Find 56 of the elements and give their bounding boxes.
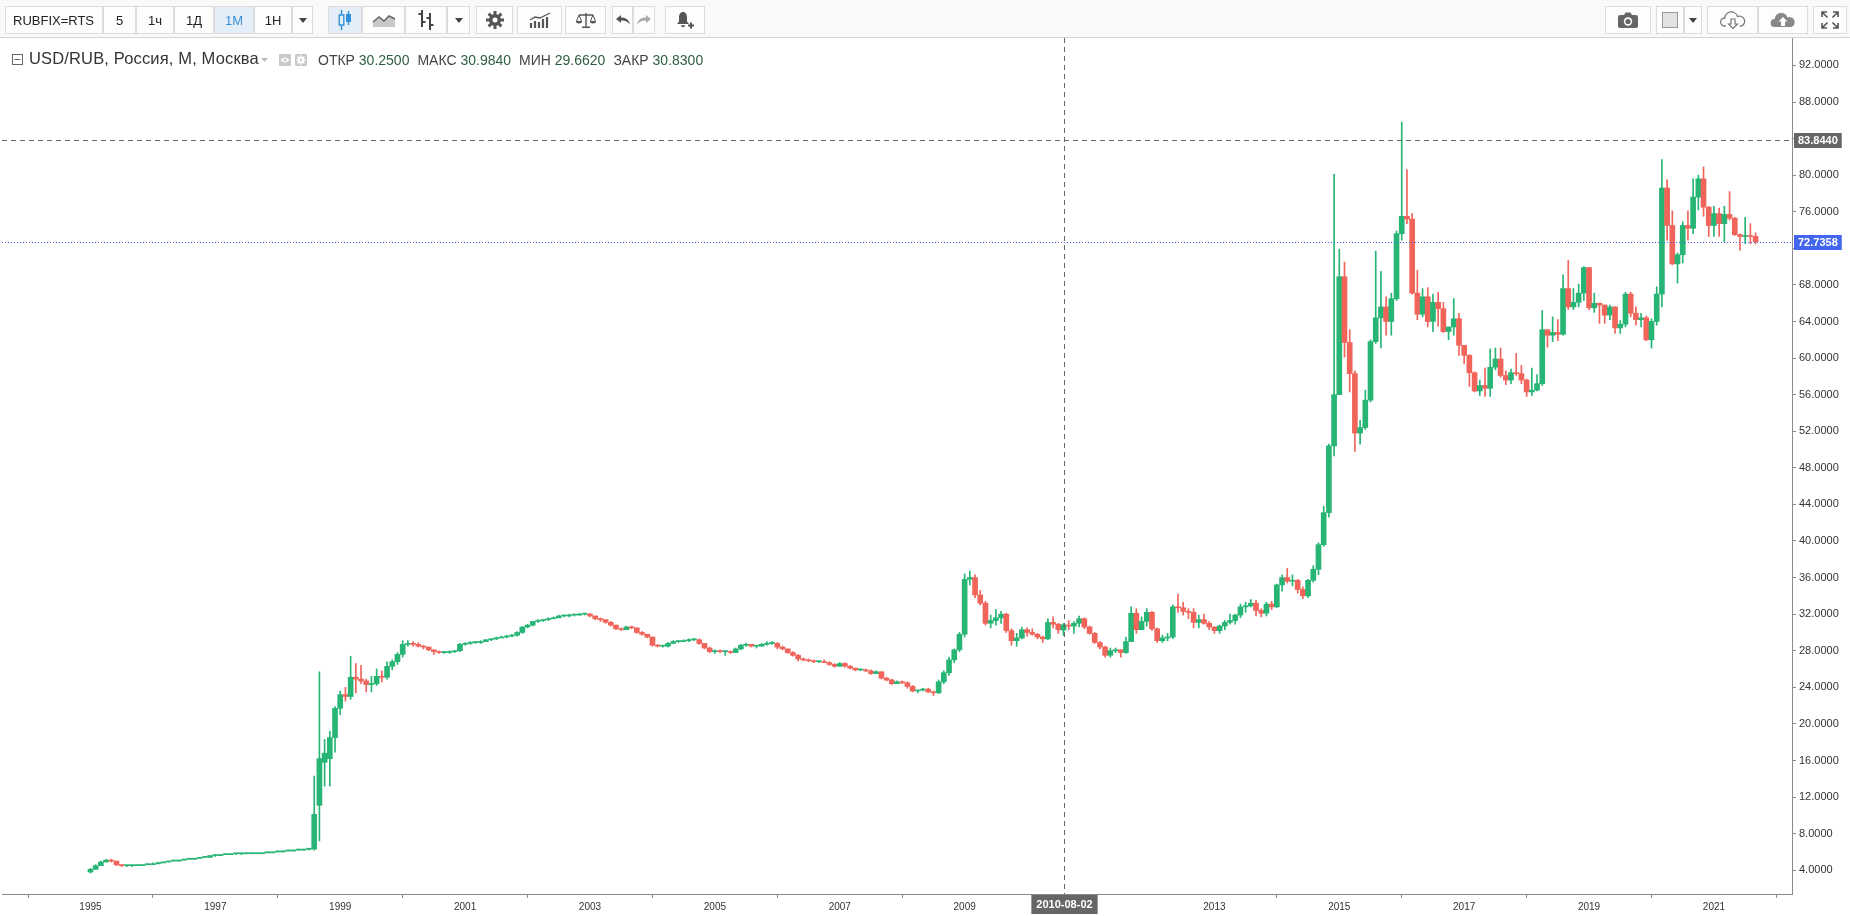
- text: 1Н: [264, 12, 282, 28]
- candlestick: [379, 670, 385, 683]
- y-tick-label: 60.0000: [1799, 351, 1839, 364]
- ref-line-label: 72.7358: [1798, 236, 1838, 249]
- y-tick-label: 52.0000: [1799, 424, 1839, 437]
- y-tick-label: 40.0000: [1799, 534, 1839, 547]
- y-tick-label: 92.0000: [1799, 58, 1839, 71]
- y-tick-label: 4.0000: [1799, 863, 1833, 876]
- candlestick: [1555, 319, 1561, 342]
- y-tick-label: 16.0000: [1799, 753, 1839, 766]
- text: 1М: [224, 12, 244, 28]
- y-tick-label: 12.0000: [1799, 790, 1839, 803]
- x-tick-label: 2005: [703, 900, 727, 912]
- ref-line-label: 2010-08-02: [1036, 898, 1093, 911]
- annotation: ЗАКР 30.8300: [613, 52, 704, 68]
- y-tick-label: 80.0000: [1799, 168, 1839, 181]
- candlestick: [1685, 210, 1691, 241]
- x-tick-label: 2009: [953, 900, 977, 912]
- y-tick-label: 68.0000: [1799, 277, 1839, 290]
- x-tick-label: 1999: [329, 900, 352, 912]
- candlestick: [1513, 353, 1520, 376]
- text: RUBFIX=RTS: [13, 12, 95, 28]
- y-tick-label: 32.0000: [1799, 607, 1839, 620]
- x-tick-label: 2003: [578, 900, 602, 912]
- y-tick-label: 36.0000: [1799, 570, 1839, 583]
- text: 5: [115, 12, 124, 28]
- y-tick-label: 56.0000: [1799, 387, 1839, 400]
- text: 1Д: [185, 12, 203, 28]
- x-tick-label: 2019: [1577, 900, 1601, 912]
- annotation: ОТКР 30.2500: [318, 52, 410, 68]
- x-tick-label: 2015: [1328, 900, 1351, 912]
- y-tick-label: 8.0000: [1799, 826, 1833, 839]
- candlestick: [1450, 298, 1457, 336]
- x-tick-label: 2007: [828, 900, 852, 912]
- text: USD/RUB, Россия, М, Москва: [29, 48, 259, 68]
- x-tick-label: 2017: [1453, 900, 1476, 912]
- x-tick-label: 2013: [1203, 900, 1226, 912]
- annotation: МАКС 30.9840: [417, 52, 512, 68]
- x-tick-label: 1995: [79, 900, 103, 912]
- ref-line-label: 83.8440: [1798, 134, 1838, 147]
- y-tick-label: 24.0000: [1799, 680, 1839, 693]
- y-tick-label: 48.0000: [1799, 460, 1839, 473]
- candlestick: [1742, 216, 1748, 245]
- text: 1ч: [147, 12, 162, 28]
- annotation: МИН 29.6620: [519, 52, 606, 68]
- y-tick-label: 28.0000: [1799, 643, 1839, 656]
- y-tick-label: 76.0000: [1799, 204, 1839, 217]
- y-tick-label: 64.0000: [1799, 314, 1839, 327]
- y-tick-label: 88.0000: [1799, 95, 1839, 108]
- candlestick: [1482, 367, 1488, 397]
- candlestick: [1591, 292, 1598, 313]
- x-tick-label: 1997: [204, 900, 227, 912]
- x-tick-label: 2021: [1702, 900, 1726, 912]
- x-tick-label: 2001: [453, 900, 477, 912]
- y-tick-label: 20.0000: [1799, 716, 1839, 729]
- y-tick-label: 44.0000: [1799, 497, 1839, 510]
